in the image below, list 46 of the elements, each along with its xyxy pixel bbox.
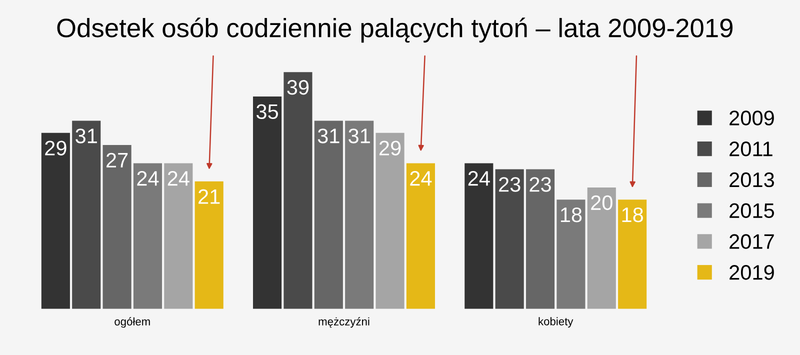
bar bbox=[41, 132, 70, 309]
data-label: 29 bbox=[45, 140, 66, 156]
data-label: 20 bbox=[591, 195, 612, 210]
x-tick-label: mężczyźni bbox=[318, 317, 370, 328]
legend-label: 2017 bbox=[730, 234, 774, 249]
data-label: 27 bbox=[106, 152, 128, 168]
bar bbox=[284, 72, 312, 309]
legend-label: 2009 bbox=[730, 110, 774, 126]
bar bbox=[406, 163, 435, 309]
data-label: 29 bbox=[379, 140, 401, 156]
bar bbox=[164, 163, 193, 309]
legend-label: 2011 bbox=[730, 142, 772, 156]
data-label: 23 bbox=[530, 177, 551, 192]
data-label: 35 bbox=[256, 104, 278, 120]
data-label: 21 bbox=[198, 189, 220, 204]
legend-label: 2019 bbox=[730, 265, 774, 280]
bar bbox=[194, 181, 224, 309]
data-label: 23 bbox=[499, 177, 520, 192]
data-label: 31 bbox=[348, 128, 370, 144]
data-label: 31 bbox=[318, 128, 340, 144]
data-label: 18 bbox=[560, 207, 582, 222]
bar bbox=[314, 120, 343, 309]
bar bbox=[102, 145, 132, 309]
data-label: 24 bbox=[137, 171, 159, 186]
bar bbox=[72, 120, 101, 309]
bar bbox=[464, 163, 494, 309]
bar bbox=[556, 200, 586, 309]
legend-label: 2013 bbox=[730, 172, 774, 188]
bar bbox=[526, 169, 555, 309]
bar bbox=[376, 132, 404, 309]
data-label: 24 bbox=[468, 171, 490, 186]
bar bbox=[253, 96, 282, 309]
bar bbox=[133, 163, 162, 309]
data-label: 24 bbox=[168, 171, 190, 186]
data-label: 39 bbox=[287, 80, 309, 95]
data-label: 24 bbox=[410, 171, 432, 186]
data-label: 18 bbox=[622, 207, 644, 222]
x-tick-label: kobiety bbox=[538, 317, 574, 328]
x-tick-label: ogółem bbox=[114, 317, 150, 328]
bar bbox=[618, 200, 647, 309]
data-label: 31 bbox=[76, 128, 97, 144]
bar bbox=[495, 169, 524, 309]
bar bbox=[587, 187, 616, 309]
chart-title: Odsetek osób codziennie palących tytoń – lata 2009-2019 bbox=[57, 18, 733, 43]
legend-label: 2015 bbox=[730, 203, 774, 218]
bar bbox=[345, 120, 374, 309]
